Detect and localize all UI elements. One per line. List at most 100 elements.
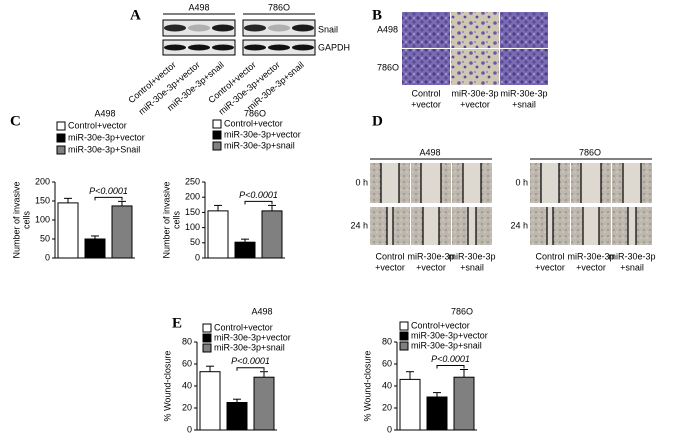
- legend-swatch: [399, 331, 409, 341]
- wound-gap: [541, 163, 559, 203]
- image-column-label: +vector: [411, 99, 441, 109]
- legend-swatch: [202, 333, 212, 343]
- y-tick-label: 250: [185, 176, 200, 186]
- chart-title: 786O: [451, 306, 473, 316]
- significance-label: P<0.0001: [431, 354, 470, 364]
- image-column-label: miR-30e-3p: [407, 251, 454, 261]
- legend-label: Control+vector: [214, 322, 273, 332]
- image-row-label: A498: [377, 24, 398, 34]
- image-column-label: miR-30e-3p: [500, 88, 547, 98]
- image-column-label: +vector: [375, 262, 405, 272]
- legend-swatch: [212, 119, 222, 129]
- blot-box: [242, 19, 316, 37]
- transwell-image: [500, 49, 548, 85]
- legend-label: Control+vector: [411, 320, 470, 330]
- significance-label: P<0.0001: [239, 190, 278, 200]
- legend-label: miR-30e-3p+vector: [411, 330, 488, 340]
- bar: [426, 396, 448, 431]
- wound-row-label: 24 h: [350, 220, 368, 230]
- y-tick-label: 100: [185, 222, 200, 232]
- significance-bracket: [244, 200, 273, 205]
- legend-swatch: [212, 141, 222, 151]
- image-column-label: Control: [535, 251, 564, 261]
- blot-band: [268, 44, 290, 51]
- bar: [453, 376, 475, 431]
- wound-gap: [423, 207, 439, 245]
- wound-gap: [583, 207, 599, 245]
- y-tick-label: 0: [45, 252, 50, 262]
- wound-gap: [628, 207, 636, 245]
- y-tick-label: 60: [182, 358, 192, 368]
- y-tick-label: 200: [185, 192, 200, 202]
- blot-band: [212, 24, 234, 32]
- image-column-label: +snail: [460, 262, 484, 272]
- y-tick-label: 150: [35, 195, 50, 205]
- legend-label: miR-30e-3p+snail: [214, 342, 285, 352]
- y-tick-label: 50: [40, 233, 50, 243]
- transwell-image: [451, 49, 499, 85]
- image-column-label: +snail: [512, 99, 536, 109]
- transwell-image: [500, 12, 548, 48]
- blot-band: [244, 24, 266, 32]
- legend-label: miR-30e-3p+Snail: [68, 144, 140, 154]
- image-column-label: miR-30e-3p: [608, 251, 655, 261]
- blot-band: [212, 44, 234, 51]
- legend-swatch: [399, 321, 409, 331]
- blot-row-label: Snail: [318, 24, 338, 34]
- image-row-label: 786O: [377, 62, 399, 72]
- significance-label: P<0.0001: [89, 186, 128, 196]
- image-column-label: Control: [411, 88, 440, 98]
- y-axis-label: Number of invasive: [161, 181, 171, 258]
- panel-label: E: [172, 315, 182, 331]
- blot-box: [162, 19, 236, 37]
- bar: [261, 210, 283, 259]
- legend-label: Control+vector: [224, 118, 283, 128]
- blot-band: [244, 44, 266, 51]
- transwell-image: [402, 12, 450, 48]
- bar: [207, 210, 229, 259]
- blot-band: [292, 24, 314, 32]
- blot-header: 786O: [268, 2, 290, 12]
- image-column-label: miR-30e-3p: [567, 251, 614, 261]
- panel-label: A: [130, 7, 141, 23]
- image-column-label: +snail: [620, 262, 644, 272]
- y-tick-label: 60: [382, 358, 392, 368]
- bar: [234, 241, 256, 259]
- legend-label: miR-30e-3p+snail: [411, 340, 482, 350]
- panel-label: C: [10, 113, 21, 129]
- y-axis-label: % Wound-closure: [162, 351, 172, 422]
- wound-row-label: 0 h: [515, 177, 528, 187]
- image-column-label: +vector: [460, 99, 490, 109]
- wound-gap: [547, 207, 553, 245]
- bar: [226, 402, 248, 431]
- image-column-label: miR-30e-3p: [451, 88, 498, 98]
- significance-bracket: [436, 365, 465, 369]
- y-tick-label: 0: [187, 424, 192, 434]
- y-tick-label: 40: [182, 380, 192, 390]
- blot-band: [188, 24, 210, 32]
- significance-bracket: [94, 196, 123, 201]
- wound-gap: [387, 207, 393, 245]
- blot-row-label: GAPDH: [318, 42, 350, 52]
- legend-label: miR-30e-3p+vector: [214, 332, 291, 342]
- blot-band: [164, 24, 186, 32]
- chart-title: A498: [94, 108, 115, 118]
- y-tick-label: 150: [185, 207, 200, 217]
- y-tick-label: 200: [35, 176, 50, 186]
- image-column-label: miR-30e-3p: [448, 251, 495, 261]
- transwell-image: [402, 49, 450, 85]
- legend-label: Control+vector: [68, 120, 127, 130]
- bar: [84, 238, 106, 259]
- wound-gap: [421, 163, 441, 203]
- wound-gap: [463, 163, 481, 203]
- wound-header: 786O: [579, 147, 601, 157]
- chart-title: A498: [251, 306, 272, 316]
- wound-gap: [623, 163, 641, 203]
- legend-swatch: [202, 343, 212, 353]
- wound-row-label: 24 h: [510, 220, 528, 230]
- legend-swatch: [212, 130, 222, 140]
- bar: [111, 205, 133, 259]
- blot-band: [188, 44, 210, 51]
- legend-label: miR-30e-3p+snail: [224, 140, 295, 150]
- legend-swatch: [399, 341, 409, 351]
